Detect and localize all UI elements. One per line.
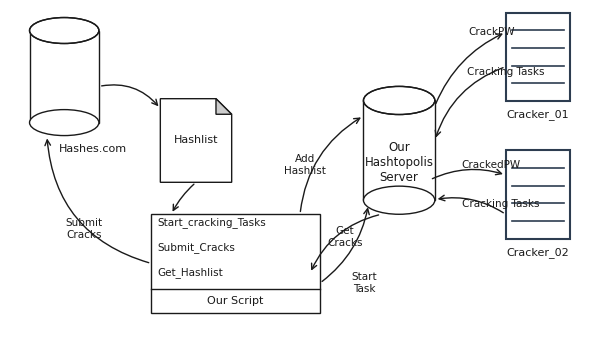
Text: Cracking Tasks: Cracking Tasks [462,199,539,209]
Bar [364,101,435,200]
FancyArrowPatch shape [102,85,157,105]
Text: Submit
Cracks: Submit Cracks [65,218,102,240]
Bar [506,13,570,101]
Ellipse shape [29,17,99,44]
Text: CrackPW: CrackPW [468,27,515,37]
Text: Cracker_01: Cracker_01 [506,109,569,120]
Text: Hashes.com: Hashes.com [59,144,127,154]
FancyArrowPatch shape [432,169,501,179]
Polygon shape [216,99,232,114]
Ellipse shape [364,86,435,115]
FancyArrowPatch shape [436,68,503,136]
Text: Start_cracking_Tasks: Start_cracking_Tasks [157,218,266,228]
Text: Cracking Tasks: Cracking Tasks [467,66,544,77]
FancyArrowPatch shape [436,34,502,104]
Polygon shape [160,99,232,182]
FancyArrowPatch shape [45,140,149,263]
FancyArrowPatch shape [300,118,360,211]
Ellipse shape [364,86,435,115]
Text: Cracker_02: Cracker_02 [506,247,569,258]
Text: Add
Hashlist: Add Hashlist [284,154,326,176]
Text: Our Script: Our Script [207,296,264,306]
Bar [29,30,99,123]
FancyArrowPatch shape [439,195,503,213]
Text: Get_Hashlist: Get_Hashlist [157,267,223,278]
Ellipse shape [29,109,99,136]
Text: Our
Hashtopolis
Server: Our Hashtopolis Server [365,140,434,184]
Bar [506,150,570,239]
Text: Hashlist: Hashlist [174,135,218,146]
Ellipse shape [29,17,99,44]
Ellipse shape [364,186,435,214]
Text: Submit_Cracks: Submit_Cracks [157,242,235,253]
Text: Get
Cracks: Get Cracks [327,226,362,248]
FancyArrowPatch shape [322,209,369,281]
Bar [151,214,320,313]
FancyArrowPatch shape [173,184,194,210]
Text: Start
Task: Start Task [351,272,377,294]
FancyArrowPatch shape [312,215,379,269]
Text: CrackedPW: CrackedPW [462,160,521,170]
